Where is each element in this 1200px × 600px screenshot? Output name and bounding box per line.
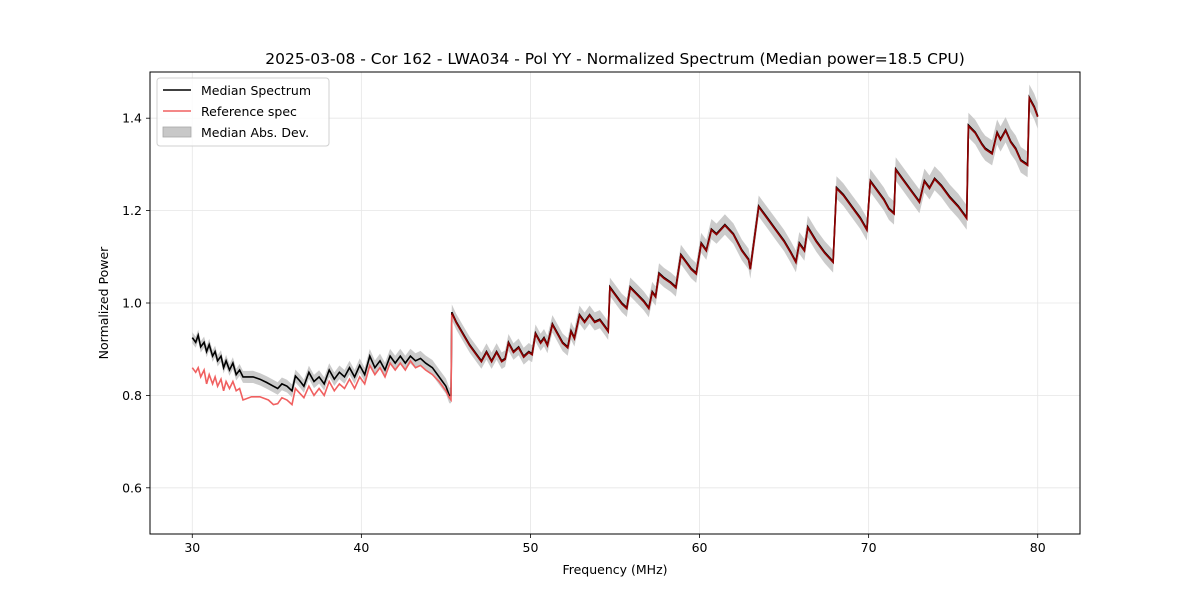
y-tick-label: 0.8	[122, 388, 142, 403]
x-axis-label: Frequency (MHz)	[562, 562, 667, 577]
y-axis: 0.6 0.8 1.0 1.2 1.4	[122, 111, 150, 495]
legend-label-mad: Median Abs. Dev.	[201, 125, 309, 140]
x-tick-label: 40	[353, 540, 369, 555]
series-layer	[191, 94, 1039, 407]
y-tick-label: 1.0	[122, 296, 142, 311]
x-tick-label: 30	[184, 540, 200, 555]
y-tick-label: 0.6	[122, 480, 142, 495]
x-axis: 30 40 50 60 70 80	[184, 534, 1046, 555]
legend: Median Spectrum Reference spec Median Ab…	[156, 77, 330, 147]
reference-spectrum-overlap-line	[451, 95, 1039, 364]
legend-box	[156, 77, 330, 147]
legend-swatch-mad	[162, 126, 192, 138]
y-tick-label: 1.4	[122, 111, 142, 126]
x-tick-label: 50	[523, 540, 539, 555]
x-tick-label: 60	[692, 540, 708, 555]
y-tick-label: 1.2	[122, 203, 142, 218]
x-tick-label: 80	[1030, 540, 1046, 555]
legend-label-median: Median Spectrum	[201, 83, 311, 98]
y-axis-label: Normalized Power	[96, 246, 111, 360]
reference-spectrum-line	[191, 314, 453, 407]
legend-label-reference: Reference spec	[201, 104, 297, 119]
chart-title: 2025-03-08 - Cor 162 - LWA034 - Pol YY -…	[265, 50, 965, 68]
x-tick-label: 70	[861, 540, 877, 555]
